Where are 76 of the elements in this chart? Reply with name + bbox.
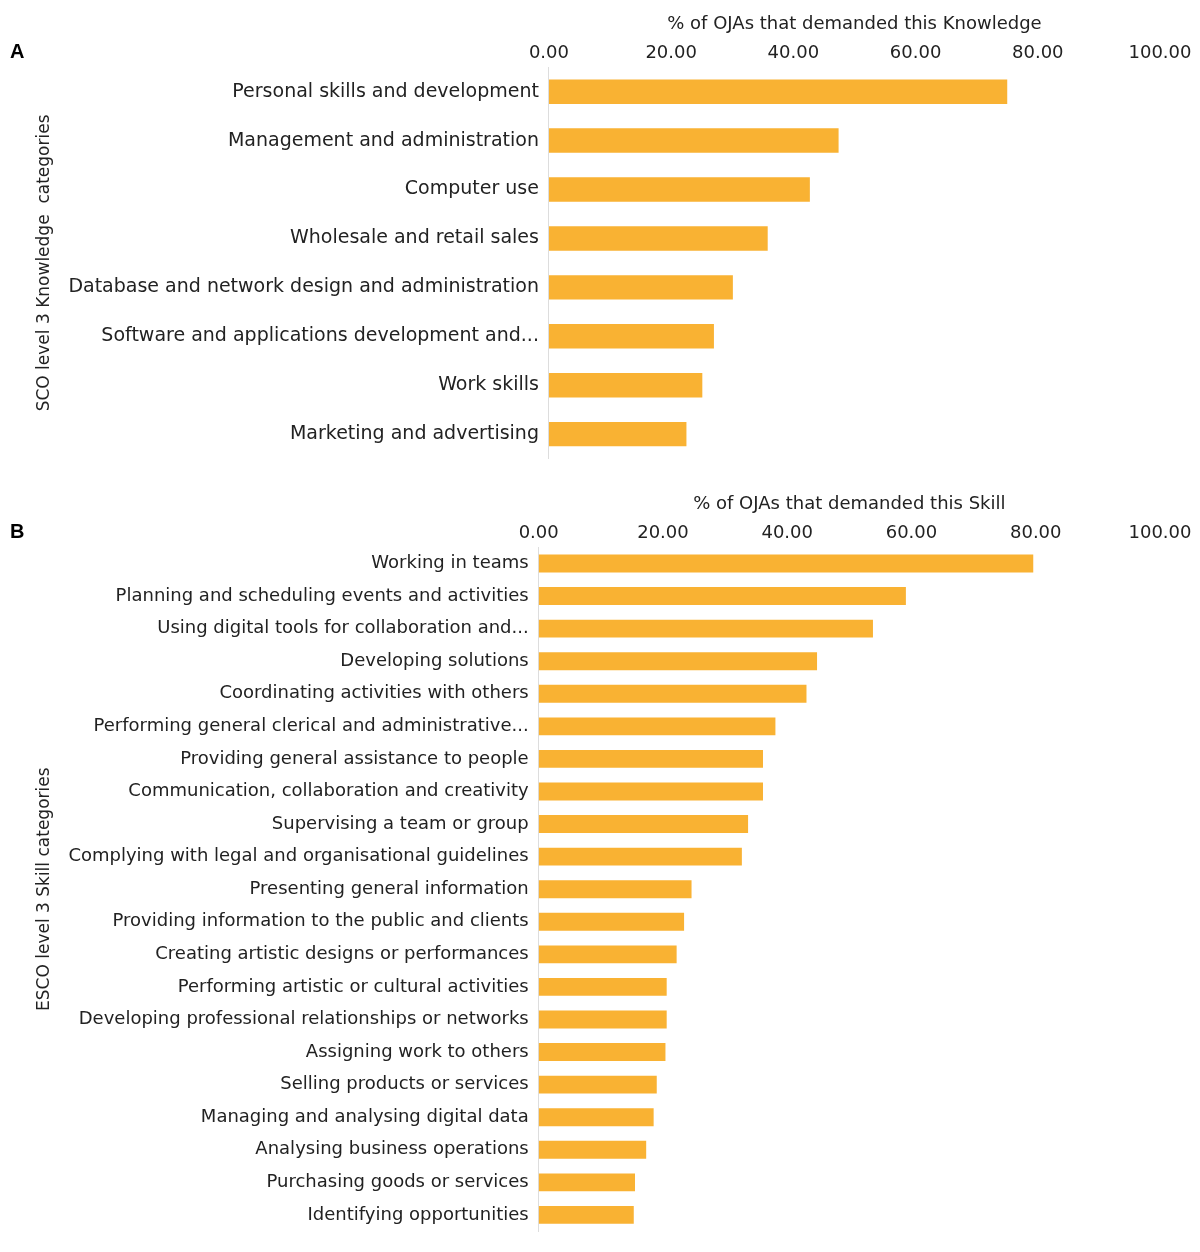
bar	[548, 128, 839, 153]
bar	[538, 1140, 647, 1159]
x-tick-label: 0.00	[528, 41, 569, 63]
bar	[548, 226, 768, 251]
y-tick-label: Providing general assistance to people	[180, 746, 529, 768]
y-tick-label: Software and applications development and...	[101, 323, 539, 346]
x-tick-label: 20.00	[645, 41, 697, 63]
x-axis-title: % of OJAs that demanded this Knowledge	[667, 12, 1042, 34]
y-tick-label: Work skills	[438, 372, 539, 395]
y-axis-title: SCO level 3 Knowledge categories	[32, 114, 53, 412]
bar	[538, 749, 763, 768]
y-tick-label: Analysing business operations	[255, 1137, 529, 1159]
bar	[538, 587, 906, 606]
bar	[538, 945, 677, 964]
y-tick-label: Supervising a team or group	[271, 811, 529, 833]
y-tick-label: Personal skills and development	[232, 78, 539, 101]
x-tick-label: 80.00	[1012, 41, 1064, 63]
y-tick-label: Providing information to the public and clients	[112, 909, 529, 931]
y-tick-label: Presenting general information	[249, 876, 529, 898]
y-tick-label: Working in teams	[371, 551, 529, 573]
bar	[538, 1010, 667, 1029]
y-tick-label: Purchasing goods or services	[266, 1170, 529, 1192]
bar	[538, 1108, 654, 1127]
y-tick-label: Performing artistic or cultural activities	[177, 974, 529, 996]
y-tick-label: Creating artistic designs or performances	[155, 942, 529, 964]
bar	[538, 912, 685, 931]
bar	[538, 554, 1034, 573]
x-tick-label: 60.00	[889, 41, 942, 63]
y-tick-label: Managing and analysing digital data	[200, 1104, 529, 1126]
y-tick-label: Computer use	[404, 176, 539, 199]
bar	[538, 1205, 634, 1224]
x-tick-label: 0.00	[518, 521, 559, 543]
bar	[538, 815, 749, 834]
y-tick-label: Using digital tools for collaboration and...	[157, 616, 529, 638]
bar	[538, 717, 776, 736]
bar	[538, 880, 692, 899]
x-tick-label: 40.00	[767, 41, 820, 63]
bar	[548, 79, 1008, 104]
x-tick-label: 60.00	[885, 521, 938, 543]
y-tick-label: Management and administration	[227, 127, 539, 150]
x-tick-label: 100.00	[1128, 41, 1192, 63]
y-tick-label: Assigning work to others	[305, 1039, 529, 1061]
y-tick-label: Developing solutions	[340, 648, 529, 670]
y-tick-label: Communication, collaboration and creativity	[128, 779, 530, 801]
x-tick-label: 20.00	[637, 521, 689, 543]
bar	[548, 421, 687, 447]
y-tick-label: Planning and scheduling events and activities	[115, 583, 529, 605]
bar	[538, 619, 873, 638]
bar	[538, 977, 667, 996]
bar	[538, 652, 818, 671]
text: B	[10, 520, 25, 543]
x-tick-label: 80.00	[1009, 521, 1062, 543]
y-tick-label: Marketing and advertising	[289, 421, 539, 444]
y-axis-title: ESCO level 3 Skill categories	[32, 767, 53, 1011]
bar	[538, 847, 742, 866]
bar	[538, 1043, 666, 1062]
x-axis-title: % of OJAs that demanded this Skill	[693, 492, 1006, 514]
y-tick-label: Wholesale and retail sales	[289, 225, 539, 248]
bar	[548, 275, 733, 300]
x-tick-label: 40.00	[761, 521, 813, 543]
bar	[538, 1173, 635, 1192]
y-tick-label: Developing professional relationships or networks	[78, 1007, 529, 1029]
bar	[538, 1075, 657, 1094]
text: A	[10, 40, 25, 63]
y-tick-label: Selling products or services	[280, 1072, 529, 1094]
y-tick-label: Identifying opportunities	[307, 1202, 529, 1224]
x-tick-label: 100.00	[1128, 521, 1192, 543]
y-tick-label: Coordinating activities with others	[219, 681, 529, 703]
y-tick-label: Performing general clerical and administrative...	[93, 714, 529, 736]
bar	[538, 684, 807, 703]
bar	[548, 372, 703, 398]
y-tick-label: Database and network design and administration	[68, 274, 539, 297]
y-tick-label: Complying with legal and organisational guidelines	[68, 844, 529, 866]
bar	[538, 782, 763, 801]
bar	[548, 177, 810, 202]
bar	[548, 324, 714, 349]
